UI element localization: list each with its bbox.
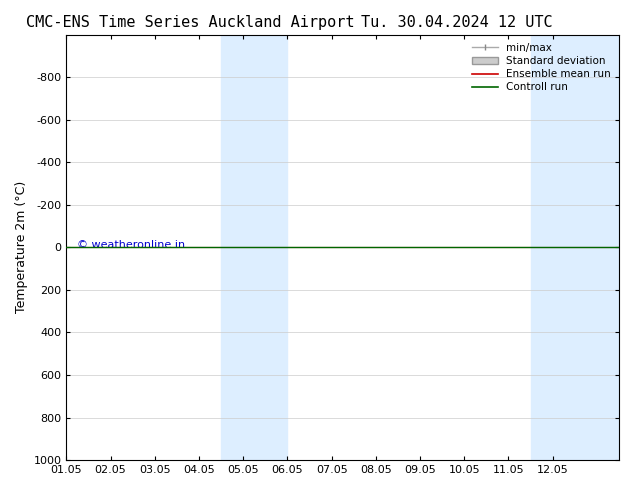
Bar (221, 35, 287, 460)
Text: Tu. 30.04.2024 12 UTC: Tu. 30.04.2024 12 UTC (361, 15, 552, 30)
Y-axis label: Temperature 2m (°C): Temperature 2m (°C) (15, 181, 28, 314)
Legend: min/max, Standard deviation, Ensemble mean run, Controll run: min/max, Standard deviation, Ensemble me… (469, 40, 614, 96)
Bar (531, 35, 619, 460)
Text: CMC-ENS Time Series Auckland Airport: CMC-ENS Time Series Auckland Airport (26, 15, 354, 30)
Text: © weatheronline.in: © weatheronline.in (77, 240, 186, 250)
